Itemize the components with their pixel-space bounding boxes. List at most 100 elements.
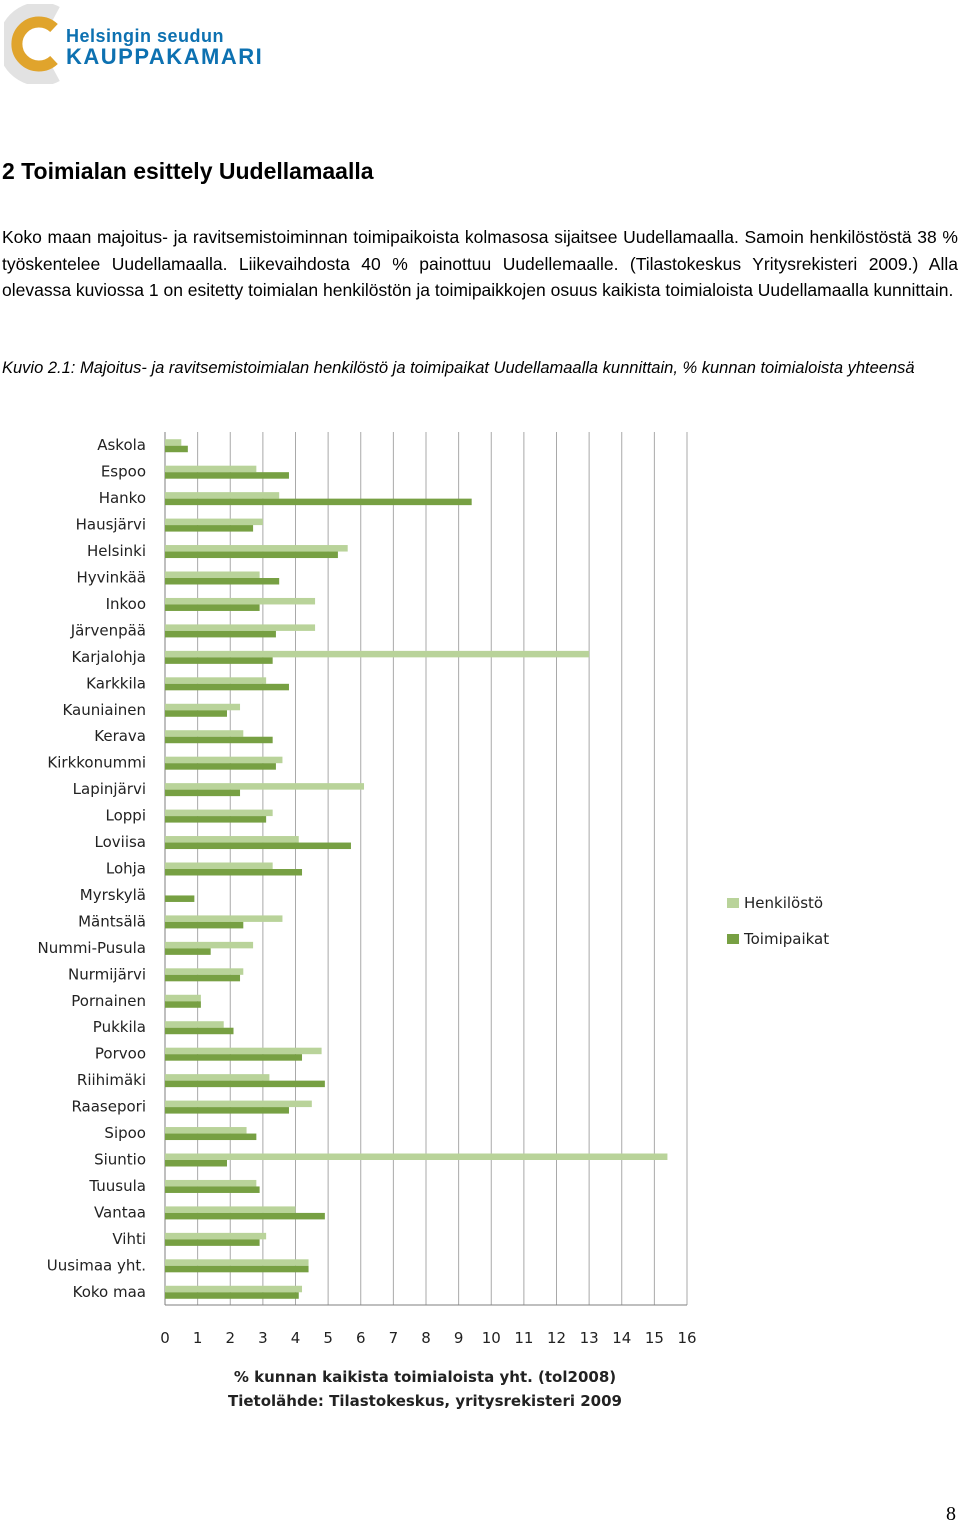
x-tick-label: 13 [580,1329,599,1347]
section-heading: 2 Toimialan esittely Uudellamaalla [2,158,374,184]
x-tick-label: 7 [389,1329,399,1347]
category-label: Pornainen [71,992,146,1010]
category-label: Riihimäki [77,1071,146,1089]
bar-toimipaikat [165,1186,260,1193]
bar-henkilosto [165,941,254,949]
bar-henkilosto [165,1153,668,1160]
bar-toimipaikat [165,525,254,532]
bar-toimipaikat [165,948,211,955]
bar-toimipaikat [165,710,227,717]
bar-toimipaikat [165,657,273,664]
category-label: Järvenpää [70,621,146,639]
category-label: Hanko [99,489,146,507]
category-label: Vihti [112,1230,146,1248]
legend-swatch [727,898,739,908]
body-paragraph: Koko maan majoitus- ja ravitsemistoiminn… [2,227,958,300]
category-label: Karkkila [86,674,146,692]
bar-toimipaikat [165,1292,299,1299]
category-label: Loviisa [95,833,147,851]
bar-henkilosto [165,439,182,446]
category-label: Tuusula [88,1177,146,1195]
bar-toimipaikat [165,630,276,638]
bar-henkilosto [165,465,257,473]
x-tick-label: 11 [514,1329,533,1347]
bar-toimipaikat [165,1133,257,1141]
bar-toimipaikat [165,1212,325,1220]
bar-henkilosto [165,968,244,975]
category-label: Karjalohja [71,648,146,666]
bar-toimipaikat [165,921,244,929]
x-tick-label: 3 [258,1329,268,1347]
bar-toimipaikat [165,1160,227,1167]
bar-henkilosto [165,597,316,605]
bar-toimipaikat [165,498,472,506]
category-label: Koko maa [73,1283,146,1301]
bar-henkilosto [165,518,263,526]
bar-toimipaikat [165,1265,309,1273]
bar-henkilosto [165,1047,322,1055]
bar-henkilosto [165,730,244,737]
category-label: Vantaa [94,1203,146,1221]
bar-henkilosto [165,545,348,552]
bar-henkilosto [165,571,260,578]
bar-toimipaikat [165,763,276,770]
category-label: Raasepori [71,1098,146,1116]
category-label: Myrskylä [80,886,146,904]
bar-toimipaikat [165,683,289,691]
page-number: 8 [946,1503,956,1525]
x-axis-title: % kunnan kaikista toimialoista yht. (tol… [234,1368,616,1386]
bar-toimipaikat [165,869,303,876]
category-label: Askola [97,436,146,454]
bar-henkilosto [165,994,201,1002]
bar-henkilosto [165,1285,303,1293]
bar-toimipaikat [165,1001,201,1008]
category-label: Siuntio [94,1151,146,1169]
bar-toimipaikat [165,736,273,744]
bar-toimipaikat [165,604,260,611]
bar-henkilosto [165,836,299,843]
bar-toimipaikat [165,578,280,585]
x-tick-label: 5 [323,1329,333,1347]
category-label: Lohja [106,860,146,878]
category-label: Kauniainen [62,701,146,719]
x-tick-label: 0 [160,1329,170,1347]
category-label: Inkoo [106,595,146,613]
logo-line-1: Helsingin seudun [66,26,225,46]
bar-toimipaikat [165,445,188,453]
bar-toimipaikat [165,1239,260,1246]
figure-caption: Kuvio 2.1: Majoitus- ja ravitsemistoimia… [2,359,915,377]
bar-henkilosto [165,677,267,684]
bar-henkilosto [165,624,316,631]
bar-henkilosto [165,1232,267,1240]
bar-henkilosto [165,1127,247,1134]
bar-henkilosto [165,756,283,764]
bar-chart: Askola Espoo Hanko Hausjärvi Helsinki Hyvinkä… [37,432,829,1410]
legend-swatch [727,934,739,944]
bar-toimipaikat [165,789,241,797]
bar-henkilosto [165,1179,257,1187]
bar-henkilosto [165,703,241,711]
category-label: Mäntsälä [78,912,146,930]
x-tick-label: 12 [547,1329,566,1347]
x-tick-label: 10 [482,1329,501,1347]
x-tick-label: 2 [225,1329,235,1347]
bar-toimipaikat [165,472,289,479]
x-tick-label: 8 [421,1329,431,1347]
category-label: Nurmijärvi [68,965,146,983]
x-tick-label: 9 [454,1329,464,1347]
category-label: Pukkila [93,1018,146,1036]
bar-henkilosto [165,650,590,658]
bar-henkilosto [165,492,280,499]
x-tick-label: 15 [645,1329,664,1347]
source-note: Tietolähde: Tilastokeskus, yritysrekiste… [228,1392,622,1410]
bar-henkilosto [165,862,273,869]
bar-henkilosto [165,1074,270,1081]
legend-label: Toimipaikat [743,930,829,948]
category-label: Loppi [106,807,146,825]
bar-toimipaikat [165,1107,289,1114]
x-tick-label: 16 [677,1329,696,1347]
legend-label: Henkilöstö [744,894,823,912]
category-label: Kirkkonummi [47,754,146,772]
bar-henkilosto [165,809,273,817]
logo-line-2: KAUPPAKAMARI [66,44,264,69]
